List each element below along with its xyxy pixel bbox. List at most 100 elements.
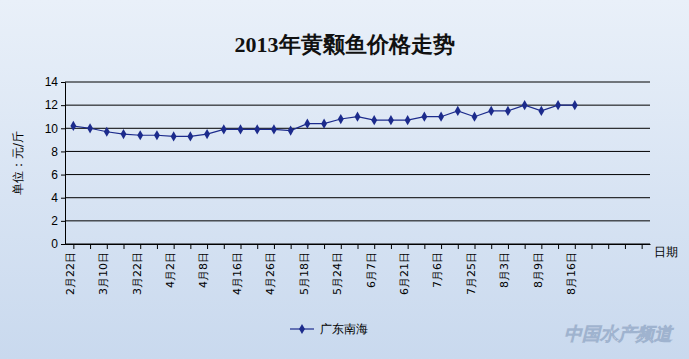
legend: 广东南海	[290, 322, 368, 336]
x-tick-group: 3月10日	[97, 244, 110, 295]
y-tick-label: 4	[51, 191, 58, 205]
x-tick-group	[424, 244, 425, 249]
y-tick	[61, 198, 65, 199]
x-tick	[424, 244, 425, 249]
x-tick-group	[625, 244, 626, 249]
x-tick-label: 3月22日	[131, 252, 144, 295]
x-tick	[558, 244, 559, 249]
x-tick-label: 2月22日	[64, 252, 77, 295]
y-tick-label: 10	[45, 122, 59, 136]
grid-line	[65, 128, 650, 129]
grid-line	[65, 197, 650, 198]
y-tick	[61, 105, 65, 106]
x-tick-group	[458, 244, 459, 249]
series-marker	[304, 119, 310, 129]
x-tick	[525, 244, 526, 249]
series-marker	[238, 124, 244, 134]
y-tick-label: 2	[51, 214, 58, 228]
series-marker	[171, 131, 177, 141]
x-tick-group	[558, 244, 559, 249]
x-axis-title: 日期	[654, 245, 678, 259]
x-tick	[642, 244, 643, 249]
x-tick	[592, 244, 593, 249]
x-tick	[73, 244, 74, 249]
x-tick	[475, 244, 476, 249]
legend-item: 广东南海	[290, 322, 368, 336]
series-marker	[355, 112, 361, 122]
y-tick	[61, 244, 65, 245]
x-tick-group	[592, 244, 593, 249]
x-tick-group	[324, 244, 325, 249]
x-tick	[124, 244, 125, 249]
x-tick-label: 7月25日	[465, 252, 478, 295]
y-tick-label: 6	[51, 168, 58, 182]
x-tick-label: 7月6日	[431, 252, 444, 288]
x-tick	[575, 244, 576, 249]
watermark: 中国水产频道	[564, 323, 674, 344]
x-tick-group: 5月18日	[298, 244, 311, 295]
x-tick-group: 8月3日	[498, 244, 511, 288]
series-marker	[455, 106, 461, 116]
x-tick-group	[358, 244, 359, 249]
x-tick	[541, 244, 542, 249]
x-tick	[608, 244, 609, 249]
x-tick	[625, 244, 626, 249]
x-tick-group	[190, 244, 191, 249]
title: 2013年黄颡鱼价格走势	[235, 32, 455, 57]
x-tick-label: 5月18日	[298, 252, 311, 295]
series-marker	[271, 124, 277, 134]
x-tick-label: 3月10日	[97, 252, 110, 295]
x-tick-group: 6月21日	[398, 244, 411, 295]
x-tick	[207, 244, 208, 249]
series-line	[73, 105, 574, 136]
series-marker	[505, 106, 511, 116]
x-tick	[157, 244, 158, 249]
x-tick	[90, 244, 91, 249]
x-tick-group	[525, 244, 526, 249]
x-tick-group	[257, 244, 258, 249]
x-tick-group	[608, 244, 609, 249]
y-tick	[61, 151, 65, 152]
x-tick-group	[642, 244, 643, 249]
x-tick-label: 8月16日	[565, 252, 578, 295]
x-tick	[241, 244, 242, 249]
y-tick	[61, 128, 65, 129]
y-tick-group: 6	[51, 168, 65, 182]
y-tick-group: 8	[51, 145, 65, 159]
y-tick	[61, 82, 65, 83]
grid-line	[65, 151, 650, 152]
legend-marker	[299, 324, 305, 334]
x-tick	[358, 244, 359, 249]
x-tick	[274, 244, 275, 249]
series-marker	[538, 106, 544, 116]
grid-line	[65, 220, 650, 221]
series-marker	[104, 127, 110, 137]
series-marker	[371, 115, 377, 125]
series-marker	[405, 115, 411, 125]
x-tick-group: 6月7日	[365, 244, 378, 288]
series-marker	[204, 129, 210, 139]
x-tick-label: 4月16日	[231, 252, 244, 295]
background	[0, 0, 689, 359]
y-tick-group: 10	[45, 122, 65, 136]
x-tick-group: 4月16日	[231, 244, 244, 295]
x-tick	[458, 244, 459, 249]
x-tick-label: 8月9日	[532, 252, 545, 288]
x-tick	[307, 244, 308, 249]
x-tick-label: 8月3日	[498, 252, 511, 288]
x-tick	[174, 244, 175, 249]
x-tick	[224, 244, 225, 249]
x-tick-label: 4月2日	[164, 252, 177, 288]
x-tick-group: 4月26日	[264, 244, 277, 295]
x-tick-group	[491, 244, 492, 249]
series-marker	[121, 129, 127, 139]
x-tick-label: 6月7日	[365, 252, 378, 288]
x-tick-group	[291, 244, 292, 249]
y-axis-title: 单位：元/斤	[11, 131, 25, 195]
x-tick-group	[157, 244, 158, 249]
x-tick-group	[391, 244, 392, 249]
plot-area: 024681012142月22日3月10日3月22日4月2日4月8日4月16日4…	[45, 75, 651, 295]
y-tick-group: 14	[45, 75, 65, 89]
x-tick	[374, 244, 375, 249]
x-tick	[140, 244, 141, 249]
